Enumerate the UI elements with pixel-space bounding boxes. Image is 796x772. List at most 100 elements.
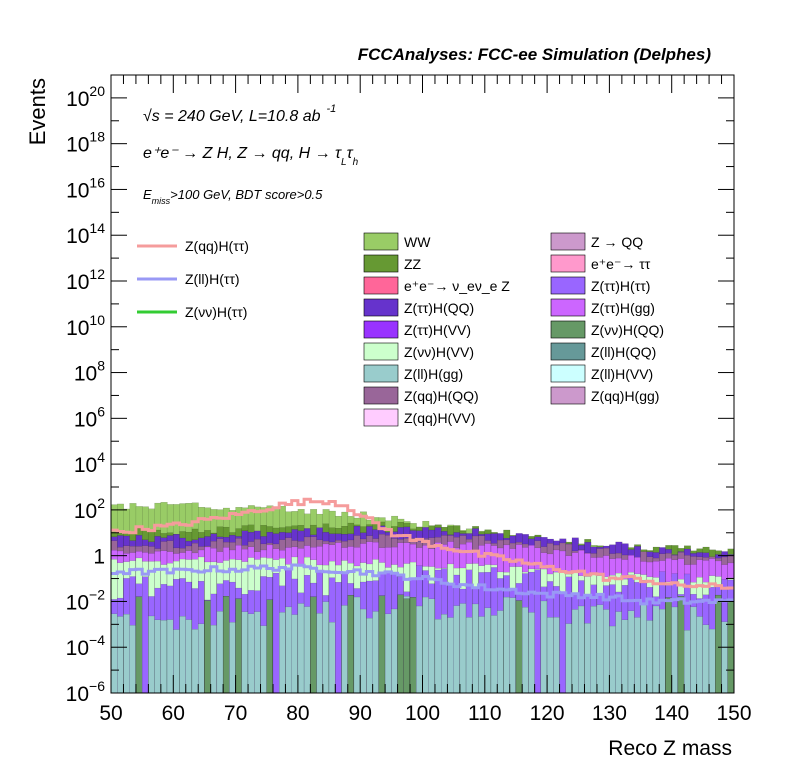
bar-z-ll-h-gg--44	[384, 613, 392, 694]
legend-bkg-swatch	[550, 298, 586, 317]
annotation-process: e⁺e⁻ → Z H, Z → qq, H → τLτh	[143, 145, 359, 168]
bar-znnhqq-spike-97	[715, 594, 722, 694]
bar-z-ll-h-gg--0	[110, 613, 118, 694]
bar-znnhqq-spike-46	[397, 594, 404, 694]
bar-z-ll-h-gg--62	[497, 610, 504, 694]
bar-z-ll-h-gg--35	[328, 622, 336, 694]
annotation-cuts: Emiss>100 GeV, BDT score>0.5	[143, 187, 323, 206]
annotation-block: √s = 240 GeV, L=10.8 ab -1 e⁺e⁻ → Z H, Z …	[143, 103, 359, 206]
legend-bkg-label: Z(νν)H(QQ)	[591, 322, 664, 338]
y-tick-label: 1016	[66, 174, 105, 202]
bar-z-ll-h-gg--11	[179, 616, 187, 694]
legend-bkg-label: Z(qq)H(VV)	[404, 410, 476, 426]
signal-line-z-qq-h-	[111, 497, 734, 590]
bar-z-ll-h-gg--16	[210, 624, 218, 694]
bar-z-ll-h-gg--34	[322, 601, 330, 694]
legend-bkg-swatch	[550, 386, 586, 405]
bar-z-ll-h-gg--55	[453, 605, 461, 694]
legend-bkg-label: Z(ll)H(VV)	[591, 366, 653, 382]
y-tick-label: 1010	[66, 312, 105, 340]
bar-znnhqq-spike-47	[403, 598, 411, 694]
legend-bkg-swatch	[550, 342, 586, 361]
y-tick-label: 104	[74, 449, 105, 477]
x-tick-label: 110	[468, 702, 501, 725]
x-tick-label: 140	[654, 702, 689, 725]
y-axis-label: Events	[25, 78, 50, 145]
legend-bkg-swatch	[363, 320, 399, 339]
bar-z-ll-h-gg--42	[372, 611, 380, 694]
y-tick-label: 102	[74, 495, 105, 523]
bar-z-ll-h-gg--83	[627, 610, 635, 694]
bar-z-ll-h-gg--12	[185, 619, 193, 694]
bar-z-ll-h-gg--70	[546, 617, 554, 694]
bar-znnhqq-spike-91	[677, 596, 685, 694]
bar-z-ll-h-gg--40	[360, 608, 367, 694]
y-tick-label: 10−6	[66, 678, 106, 706]
x-tick-label: 60	[162, 702, 185, 725]
bar-z-ll-h-gg--23	[254, 611, 261, 694]
chart-title: FCCAnalyses: FCC-ee Simulation (Delphes)	[358, 45, 712, 64]
signal-curves	[111, 497, 734, 606]
bar-z-ll-h-gg--58	[472, 603, 480, 694]
legend-bkg-label: e⁺e⁻→ ττ	[591, 256, 651, 272]
legend-bkg-label: Z(ττ)H(VV)	[404, 322, 471, 338]
bar-z-ll-h-gg--61	[490, 615, 498, 694]
bar-znnhqq-spike-32	[310, 596, 317, 694]
bar-z-ll-h-gg--82	[621, 619, 629, 694]
bar-z-ll-h-gg--39	[353, 596, 361, 694]
legend-bkg-label: Z(ττ)H(QQ)	[404, 300, 474, 316]
y-tick-label: 1	[93, 546, 105, 569]
bar-z-ll-h-gg--88	[659, 608, 666, 694]
bar-z-ll-h-gg--71	[553, 617, 561, 694]
bar-z-ll-h-gg--51	[428, 598, 436, 694]
bar-znnhqq-spike-48	[409, 597, 417, 694]
bar-z-ll-h-gg--75	[578, 605, 585, 694]
legend-bkg-swatch	[363, 408, 399, 427]
legend-bkg-label: Z(qq)H(gg)	[591, 388, 659, 404]
y-tick-label: 1018	[66, 129, 105, 157]
bar-z-ll-h-gg--77	[590, 606, 598, 694]
bar-z-ll-h-gg--49	[416, 605, 423, 694]
bar-z-ll-h-gg--37	[341, 605, 349, 694]
bar-znnhqq-spike-20	[235, 598, 242, 694]
bar-z-ll-h-gg--6	[148, 615, 156, 694]
legend-bkg-swatch	[363, 364, 399, 383]
bar-z-ll-h-gg--1	[117, 616, 124, 694]
bar-z-ll-h-gg--53	[441, 614, 448, 694]
y-tick-label: 1020	[66, 83, 105, 111]
bar-znnhqq-spike-38	[347, 595, 355, 694]
bar-z-ll-h-gg--84	[634, 617, 642, 694]
bar-z-ll-h-gg--2	[123, 614, 131, 694]
x-axis-label: Reco Z mass	[608, 737, 732, 760]
x-tick-label: 90	[349, 702, 372, 725]
bar-z-ll-h-gg--63	[503, 596, 511, 694]
legend-bkg-label: Z(qq)H(QQ)	[404, 388, 479, 404]
legend-signal-label: Z(ll)H(ττ)	[185, 271, 240, 287]
legend-bkg-swatch	[550, 232, 586, 251]
bar-z-ll-h-gg--8	[160, 620, 168, 694]
bar-z-ll-h-gg--73	[565, 623, 573, 694]
legend-bkg-label: ZZ	[404, 256, 422, 272]
bar-znnhqq-spike-4	[135, 596, 143, 694]
bar-z-ll-h-gg--7	[154, 619, 162, 694]
bar-z-ll-h-gg--13	[191, 629, 199, 694]
bar-z-ll-h-gg--45	[391, 608, 399, 694]
bar-z-ll-h-gg--31	[303, 606, 311, 694]
legend-bkg-swatch	[550, 254, 586, 273]
legend-bkg-label: WW	[404, 234, 431, 250]
bar-z-h--36	[335, 582, 342, 694]
bar-z-ll-h-gg--59	[478, 616, 486, 694]
legend-bkg-label: Z(νν)H(VV)	[404, 344, 474, 360]
bar-z-ll-h-gg--33	[316, 613, 324, 694]
bar-z-ll-h-gg--74	[571, 609, 579, 694]
y-tick-label: 106	[74, 403, 105, 431]
bar-znnhqq-spike-18	[222, 596, 230, 694]
x-tick-label: 120	[530, 702, 565, 725]
bar-znnhqq-spike-43	[378, 595, 386, 694]
bar-z-ll-h-gg--87	[652, 605, 660, 694]
legend-bkg-swatch	[363, 232, 399, 251]
y-tick-label: 108	[74, 358, 105, 386]
bar-z-ll-h-gg--86	[646, 620, 654, 694]
bar-z-ll-h-gg--60	[484, 607, 492, 694]
bar-z-ll-h-gg--28	[285, 606, 293, 694]
